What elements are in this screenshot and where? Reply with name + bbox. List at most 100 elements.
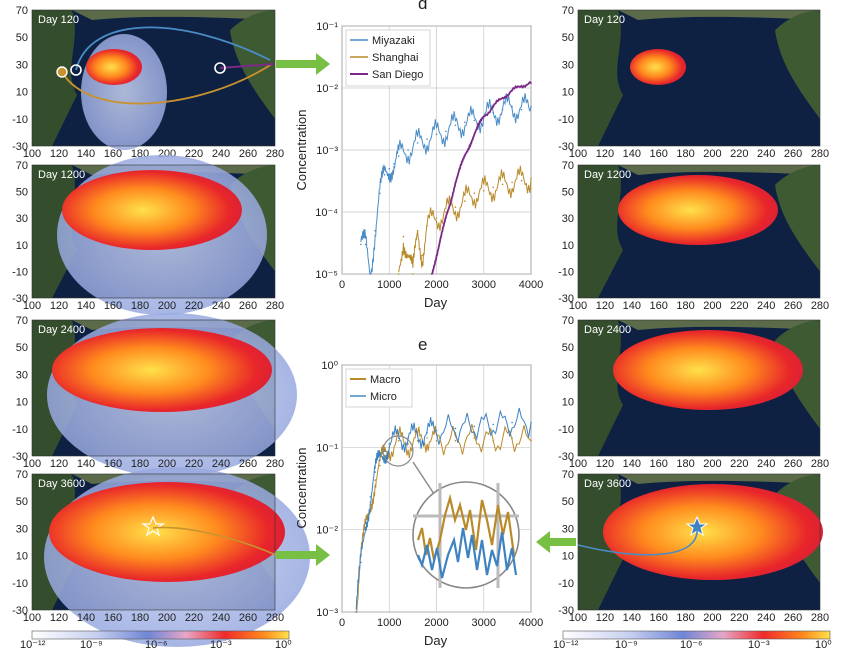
map-x-tick: 220	[730, 300, 748, 312]
data-point	[501, 96, 504, 99]
data-point	[473, 425, 476, 428]
data-point	[501, 183, 504, 186]
data-point	[369, 273, 372, 275]
map-x-tick: 200	[703, 458, 721, 470]
map-y-tick: 10	[16, 551, 28, 563]
data-point	[530, 421, 532, 424]
map-y-tick: 50	[16, 496, 28, 508]
map-x-tick: 200	[158, 300, 176, 312]
map-x-tick: 280	[811, 612, 829, 624]
asia-land	[578, 10, 623, 146]
map-x-tick: 220	[730, 148, 748, 160]
left-colorbar: 10⁻¹² 10⁻⁹ 10⁻⁶ 10⁻³ 10⁰	[20, 630, 292, 648]
map-y-tick: 30	[562, 213, 574, 225]
day-label: Day 120	[38, 14, 79, 26]
plume	[62, 170, 242, 250]
x-tick: 0	[339, 279, 345, 291]
map-y-tick: -30	[558, 293, 574, 305]
map-x-tick: 240	[757, 148, 775, 160]
map-x-tick: 180	[131, 300, 149, 312]
y-tick: 10⁻³	[316, 145, 338, 157]
map-x-tick: 280	[266, 300, 284, 312]
data-point	[520, 84, 523, 87]
data-point	[374, 229, 376, 232]
data-point	[473, 192, 476, 195]
map-x-tick: 160	[104, 458, 122, 470]
zoom-inset	[382, 435, 520, 589]
map-x-tick: 280	[811, 300, 829, 312]
star-icon	[141, 515, 165, 537]
map-y-tick: -10	[558, 266, 574, 278]
sandiego-marker	[214, 62, 226, 74]
map-x-tick: 140	[77, 612, 95, 624]
map-frame	[31, 319, 276, 457]
data-point	[511, 437, 513, 439]
miyazaki-marker	[70, 64, 82, 76]
map-y-tick: 10	[16, 397, 28, 409]
plume	[603, 484, 823, 580]
chart-d-letter: d	[418, 0, 427, 13]
map-x-tick: 200	[703, 612, 721, 624]
data-point	[435, 133, 438, 135]
data-point	[473, 437, 476, 439]
colorbar-tick: 10⁻³	[748, 639, 770, 648]
data-point	[511, 90, 513, 92]
x-tick: 3000	[472, 617, 496, 629]
north-land	[618, 474, 820, 484]
map-x-tick: 240	[212, 458, 230, 470]
day-label: Day 1200	[38, 169, 85, 181]
map-x-tick: 200	[703, 300, 721, 312]
map-x-tick: 180	[676, 612, 694, 624]
map-x-tick: 160	[649, 300, 667, 312]
map-x-tick: 120	[596, 148, 614, 160]
map-x-tick: 160	[649, 458, 667, 470]
x-tick: 1000	[377, 617, 401, 629]
day-label: Day 2400	[584, 324, 631, 336]
map-x-tick: 180	[676, 148, 694, 160]
map-x-tick: 260	[784, 458, 802, 470]
map-x-tick: 220	[185, 458, 203, 470]
plume	[86, 49, 142, 85]
data-point	[435, 440, 438, 442]
data-point	[407, 149, 409, 151]
map-y-tick: 30	[16, 523, 28, 535]
x-tick: 1000	[377, 279, 401, 291]
chart-e-ylabel: Concentration	[294, 448, 309, 529]
x-tick: 0	[339, 617, 345, 629]
americas-land	[230, 10, 275, 119]
legend-macro: Macro	[370, 374, 401, 386]
map-x-tick: 240	[757, 300, 775, 312]
map-y-tick: 30	[562, 369, 574, 381]
colorbar-tick: 10⁻⁹	[80, 639, 103, 648]
trajectory-overlay	[56, 26, 275, 105]
map-y-tick: 50	[562, 342, 574, 354]
arrow-from-right	[536, 531, 576, 553]
map-frame	[577, 319, 821, 457]
data-point	[459, 167, 461, 170]
map-y-tick: -10	[12, 266, 28, 278]
map-x-tick: 280	[266, 148, 284, 160]
day-label: Day 2400	[38, 324, 85, 336]
map-x-tick: 140	[623, 300, 641, 312]
arrow-to-chart-e	[276, 544, 330, 566]
map-y-tick: -30	[558, 605, 574, 617]
map-x-tick: 140	[623, 612, 641, 624]
data-point	[388, 167, 391, 170]
americas-land	[775, 10, 820, 119]
north-land	[72, 10, 275, 20]
map-y-tick: 10	[562, 551, 574, 563]
data-point	[445, 130, 447, 133]
map-y-tick: 30	[562, 523, 574, 535]
map-y-tick: 70	[16, 160, 28, 172]
data-point	[511, 421, 513, 424]
data-point	[530, 82, 532, 84]
data-point	[383, 173, 386, 176]
map-x-tick: 240	[212, 612, 230, 624]
data-point	[426, 432, 428, 434]
map-x-tick: 180	[131, 612, 149, 624]
data-point	[383, 450, 386, 452]
